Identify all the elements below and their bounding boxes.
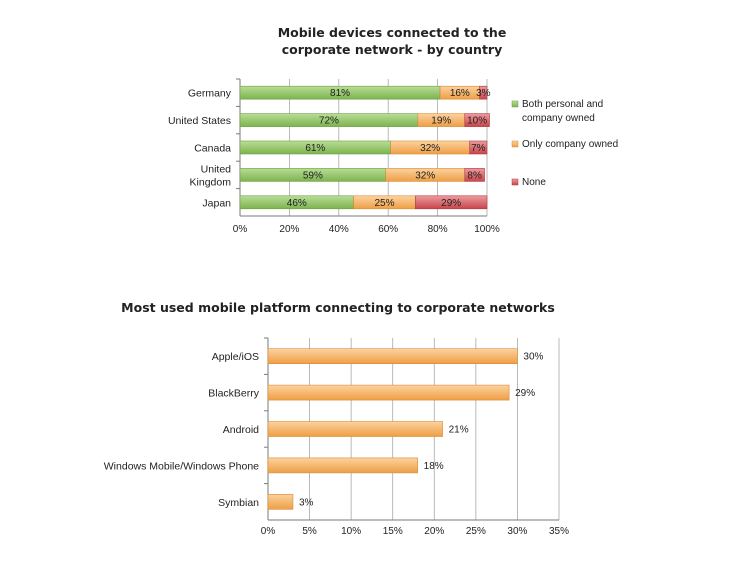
data-label: 81% — [330, 88, 350, 99]
category-label: Android — [223, 424, 259, 436]
x-tick-label: 5% — [302, 526, 317, 537]
x-tick-label: 25% — [466, 526, 486, 537]
chart-title: Most used mobile platform connecting to … — [121, 300, 555, 315]
category-label: United States — [168, 115, 231, 127]
bar — [267, 493, 294, 510]
data-label: 29% — [441, 198, 461, 209]
data-label: 3% — [476, 88, 491, 99]
x-tick-label: 30% — [507, 526, 527, 537]
category-label: BlackBerry — [208, 388, 260, 400]
legend-label: None — [522, 177, 546, 188]
chart-title: Mobile devices connected to the corporate… — [278, 25, 507, 57]
category-label: Japan — [202, 197, 231, 209]
category-label: Windows Mobile/Windows Phone — [104, 460, 259, 472]
data-label: 30% — [523, 352, 543, 363]
x-tick-label: 20% — [279, 224, 299, 235]
data-label: 3% — [299, 497, 314, 508]
x-tick-label: 0% — [233, 224, 248, 235]
x-tick-label: 40% — [329, 224, 349, 235]
data-label: 59% — [303, 170, 323, 181]
data-label: 29% — [515, 388, 535, 399]
legend-swatch — [511, 140, 519, 148]
data-label: 32% — [420, 143, 440, 154]
legend-swatch — [511, 178, 519, 186]
bar-segment — [464, 168, 485, 182]
data-label: 32% — [415, 170, 435, 181]
data-label: 16% — [450, 88, 470, 99]
legend-label: Only company owned — [522, 139, 618, 150]
data-label: 72% — [319, 116, 339, 127]
bar — [267, 421, 443, 437]
bar-segment — [415, 195, 488, 210]
bar-chart-platforms: Most used mobile platform connecting to … — [104, 300, 569, 537]
x-tick-label: 35% — [549, 526, 569, 537]
data-label: 61% — [305, 143, 325, 154]
data-label: 7% — [471, 143, 486, 154]
x-tick-label: 80% — [428, 224, 448, 235]
x-tick-label: 100% — [474, 224, 500, 235]
stacked-bar-chart-countries: Mobile devices connected to the corporate… — [168, 25, 618, 235]
bar — [267, 384, 510, 401]
legend-swatch — [511, 100, 519, 108]
data-label: 46% — [287, 198, 307, 209]
category-label: United Kingdom — [190, 163, 232, 188]
bar — [267, 457, 418, 474]
bar-segment — [469, 140, 488, 155]
data-label: 21% — [449, 425, 469, 436]
bar-segment — [464, 113, 490, 127]
data-label: 10% — [467, 116, 487, 127]
x-tick-label: 60% — [378, 224, 398, 235]
data-label: 18% — [424, 461, 444, 472]
category-label: Symbian — [218, 497, 259, 509]
x-tick-label: 15% — [383, 526, 403, 537]
data-label: 8% — [467, 170, 482, 181]
x-tick-label: 10% — [341, 526, 361, 537]
category-label: Canada — [194, 143, 231, 155]
category-label: Germany — [188, 88, 232, 100]
data-label: 25% — [374, 198, 394, 209]
legend-label: Both personal and company owned — [522, 99, 603, 124]
x-tick-label: 20% — [424, 526, 444, 537]
x-tick-label: 0% — [261, 526, 276, 537]
data-label: 19% — [431, 116, 451, 127]
category-label: Apple/iOS — [212, 351, 259, 363]
bar — [267, 348, 518, 365]
bar-segment — [479, 85, 488, 100]
